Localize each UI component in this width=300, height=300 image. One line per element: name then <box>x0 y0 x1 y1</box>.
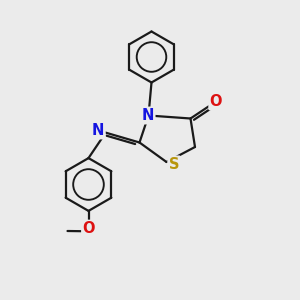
Text: S: S <box>169 157 179 172</box>
Text: N: N <box>92 123 104 138</box>
Text: N: N <box>142 108 154 123</box>
Text: O: O <box>210 94 222 109</box>
Text: O: O <box>82 221 95 236</box>
